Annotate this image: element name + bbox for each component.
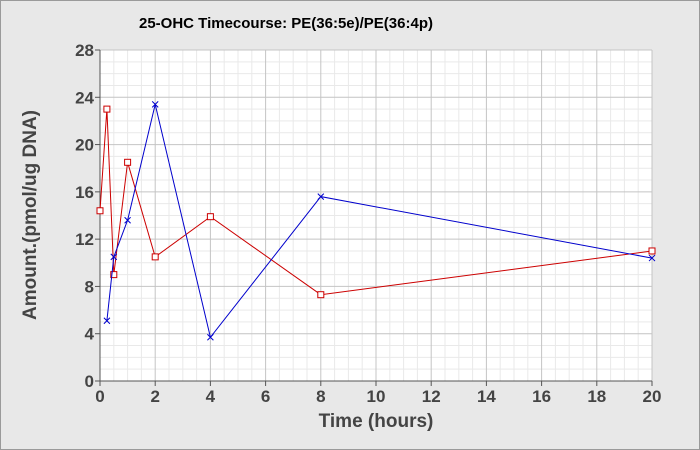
data-point <box>207 333 214 341</box>
x-tick-label: 14 <box>477 387 496 406</box>
data-point <box>648 247 656 255</box>
y-axis-title: Amount.(pmol/ug DNA) <box>20 110 41 320</box>
x-tick-label: 4 <box>206 387 216 406</box>
data-point <box>151 101 159 108</box>
y-tick-label: 28 <box>75 41 94 60</box>
series-line <box>99 109 653 296</box>
axes <box>95 49 653 386</box>
x-tick-label: 12 <box>422 387 441 406</box>
data-point <box>151 253 159 261</box>
x-tick-label: 10 <box>367 387 386 406</box>
y-tick-label: 4 <box>85 325 95 344</box>
y-tick-label: 0 <box>85 372 94 391</box>
data-point <box>110 253 118 261</box>
data-point <box>124 216 131 224</box>
y-tick-label: 24 <box>75 88 94 107</box>
data-point <box>317 193 325 200</box>
data-point <box>110 271 118 279</box>
x-tick-label: 2 <box>150 387 159 406</box>
x-axis-title: Time (hours) <box>319 411 434 432</box>
grid <box>99 49 653 382</box>
x-tick-label: 18 <box>587 387 606 406</box>
data-point <box>103 105 111 113</box>
data-point <box>206 213 214 221</box>
data-point <box>103 317 111 325</box>
y-tick-label: 20 <box>75 136 94 155</box>
series-1 <box>96 105 656 299</box>
x-tick-label: 0 <box>95 387 104 406</box>
x-tick-label: 20 <box>643 387 662 406</box>
data-point <box>124 158 132 166</box>
x-tick-label: 16 <box>532 387 551 406</box>
y-tick-label: 12 <box>75 230 94 249</box>
data-point <box>317 291 325 299</box>
data-point <box>96 207 104 215</box>
y-tick-label: 16 <box>75 183 94 202</box>
y-tick-label: 8 <box>85 277 94 296</box>
chart-title: 25-OHC Timecourse: PE(36:5e)/PE(36:4p) <box>139 15 433 32</box>
x-tick-label: 6 <box>261 387 270 406</box>
series-layer <box>96 101 656 341</box>
x-tick-label: 8 <box>316 387 325 406</box>
data-point <box>648 254 656 262</box>
series-2 <box>103 101 656 341</box>
